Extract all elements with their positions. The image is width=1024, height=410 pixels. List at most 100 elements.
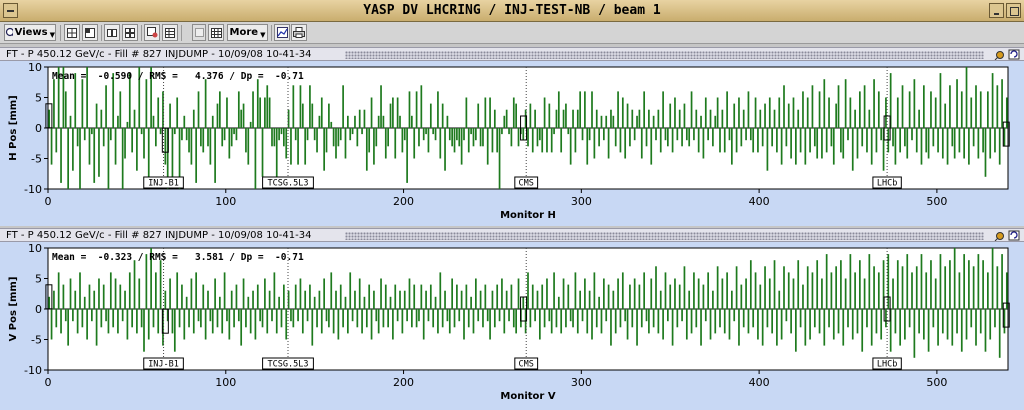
- data-bar: [946, 128, 949, 165]
- data-bar: [828, 309, 830, 328]
- data-bar: [209, 128, 212, 165]
- data-bar: [254, 309, 257, 340]
- data-bar: [861, 128, 864, 147]
- layout-tile-button[interactable]: [82, 24, 98, 41]
- window-menu-button[interactable]: [3, 3, 18, 18]
- data-bar: [930, 91, 932, 128]
- data-bar: [700, 309, 702, 346]
- settings-button[interactable]: [144, 24, 160, 41]
- pin-icon[interactable]: [994, 230, 1006, 241]
- data-bar: [866, 309, 868, 328]
- data-bar: [747, 309, 750, 334]
- data-bar: [742, 109, 745, 128]
- data-bar: [579, 91, 582, 128]
- panel-header-v: FT - P 450.12 GeV/c - Fill # 827 INJDUMP…: [0, 228, 1024, 242]
- data-bar: [557, 296, 560, 309]
- data-bar: [444, 128, 446, 171]
- data-bar: [932, 128, 935, 147]
- data-bar: [648, 109, 650, 128]
- refresh-icon[interactable]: [1008, 230, 1020, 241]
- print-button[interactable]: [291, 24, 307, 41]
- data-bar: [470, 128, 472, 135]
- data-bar: [768, 97, 771, 128]
- tile-icon: [85, 27, 95, 38]
- data-bar: [93, 290, 96, 309]
- data-bar: [154, 272, 157, 309]
- data-bar: [76, 128, 79, 147]
- data-bar: [95, 309, 98, 346]
- refresh-icon[interactable]: [1008, 49, 1020, 60]
- data-bar: [607, 284, 610, 309]
- data-bar: [527, 128, 529, 147]
- data-bar: [159, 128, 162, 135]
- data-bar: [434, 128, 437, 141]
- views-button[interactable]: Views ▼: [4, 24, 56, 41]
- spreadsheet-button[interactable]: [208, 24, 224, 41]
- maximize-button[interactable]: [1006, 3, 1021, 18]
- minimize-button[interactable]: [989, 3, 1004, 18]
- data-bar: [745, 128, 747, 141]
- data-bar: [716, 97, 719, 128]
- data-bar: [109, 128, 112, 141]
- data-bar: [823, 309, 826, 346]
- data-bar: [818, 309, 821, 334]
- data-bar: [629, 284, 631, 309]
- data-bar: [806, 97, 809, 128]
- table-view-button[interactable]: [162, 24, 178, 41]
- layout-grid-button[interactable]: [64, 24, 80, 41]
- data-bar: [427, 128, 430, 153]
- more-button[interactable]: More ▼: [227, 24, 268, 41]
- data-bar: [119, 91, 122, 128]
- data-bar: [311, 309, 314, 346]
- data-bar: [477, 309, 480, 322]
- data-bar: [674, 278, 676, 309]
- data-bar: [211, 115, 214, 128]
- chart-export-button[interactable]: [274, 24, 290, 41]
- marker-box: [872, 357, 902, 370]
- data-bar: [79, 128, 81, 189]
- data-bar: [140, 309, 143, 328]
- data-bar: [420, 85, 423, 128]
- data-bar: [572, 309, 574, 328]
- data-bar: [598, 296, 600, 309]
- plot-area-v: V Pos [mm] -10 -5 0 5 10 0 100 200 300 400 500 Monit…: [0, 242, 1024, 410]
- rows-button[interactable]: [122, 24, 138, 41]
- window-titlebar: YASP DV LHCRING / INJ-TEST-NB / beam 1: [0, 0, 1024, 22]
- data-bar: [121, 128, 124, 189]
- data-bar: [138, 278, 141, 309]
- panel-grip[interactable]: [345, 51, 984, 59]
- data-bar: [548, 103, 551, 128]
- data-bar: [785, 309, 788, 322]
- data-bar: [446, 309, 449, 322]
- data-bar: [112, 309, 115, 328]
- data-bar: [152, 309, 155, 328]
- data-bar: [330, 121, 333, 128]
- data-bar: [503, 115, 506, 128]
- columns-button[interactable]: [104, 24, 120, 41]
- data-bar: [937, 128, 939, 153]
- data-bar: [157, 97, 160, 128]
- data-bar: [306, 128, 309, 141]
- data-bar: [344, 128, 347, 159]
- data-bar: [994, 128, 996, 153]
- y-tick-label: 0: [35, 122, 42, 135]
- data-bar: [723, 128, 726, 153]
- data-bar: [401, 128, 404, 153]
- data-bar: [496, 284, 499, 309]
- data-bar: [856, 128, 859, 159]
- data-bar: [652, 309, 655, 328]
- data-bar: [64, 91, 67, 128]
- data-bar: [889, 309, 892, 352]
- data-bar: [484, 97, 487, 128]
- data-bar: [986, 272, 989, 309]
- disabled-button[interactable]: [192, 24, 206, 41]
- panel-grip[interactable]: [345, 232, 984, 240]
- pin-icon[interactable]: [994, 49, 1006, 60]
- data-bar: [922, 85, 925, 128]
- data-bar: [975, 309, 977, 346]
- monitor-indicator: [520, 296, 528, 322]
- data-bar: [771, 128, 774, 147]
- data-bar: [631, 109, 634, 128]
- data-bar: [956, 309, 958, 334]
- data-bar: [977, 254, 980, 309]
